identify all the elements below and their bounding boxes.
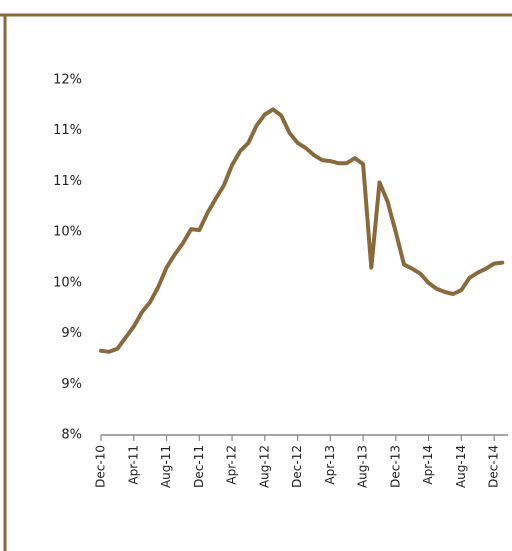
- y-tick-label: 8%: [61, 428, 82, 443]
- x-tick-label: Aug-13: [356, 445, 370, 488]
- x-tick-label: Dec-14: [487, 445, 501, 488]
- y-tick-label: 10%: [53, 225, 82, 240]
- x-tick-label: Aug-12: [257, 445, 271, 488]
- x-tick-label: Apr-12: [225, 445, 239, 485]
- y-tick-label: 10%: [53, 275, 82, 290]
- y-tick-label: 11%: [53, 174, 82, 189]
- x-tick-label: Apr-13: [323, 445, 337, 485]
- x-tick-label: Dec-13: [388, 445, 402, 488]
- y-tick-label: 11%: [53, 123, 82, 138]
- x-tick-label: Apr-11: [126, 445, 140, 485]
- x-tick-label: Apr-14: [421, 445, 435, 485]
- x-tick-label: Aug-11: [159, 445, 173, 488]
- y-tick-label: 9%: [61, 377, 82, 392]
- x-tick-label: Dec-10: [94, 445, 108, 488]
- x-tick-label: Dec-12: [290, 445, 304, 488]
- y-tick-label: 9%: [61, 326, 82, 341]
- x-tick-label: Dec-11: [192, 445, 206, 488]
- x-tick-label: Aug-14: [454, 445, 468, 488]
- y-tick-label: 12%: [53, 73, 82, 88]
- data-line: [99, 107, 505, 354]
